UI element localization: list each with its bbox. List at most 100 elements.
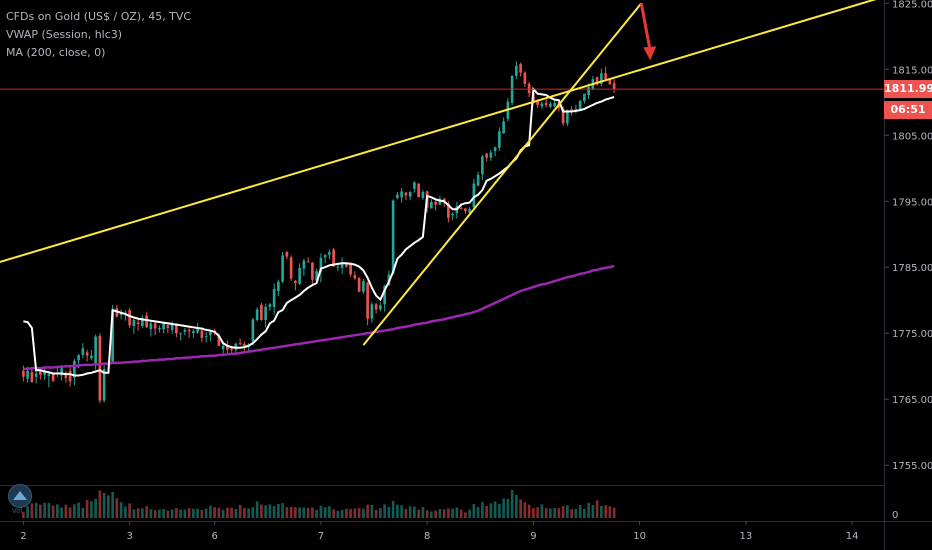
price-tick-label: 1795.00	[892, 197, 932, 208]
volume-bar	[94, 498, 97, 518]
volume-bar	[196, 508, 199, 518]
volume-bar	[578, 504, 582, 518]
volume-bar	[68, 507, 72, 518]
volume-bar	[332, 509, 335, 518]
candle	[311, 261, 314, 285]
volume-bar	[243, 507, 246, 518]
candle	[417, 183, 420, 198]
volume-bar	[328, 506, 331, 518]
candle	[68, 367, 72, 387]
candle	[464, 207, 467, 214]
candle-body	[277, 281, 280, 291]
candle	[260, 302, 263, 321]
candle-body	[608, 79, 612, 85]
volume-bar	[600, 505, 603, 518]
candle-body	[285, 252, 289, 257]
volume-bar	[162, 509, 165, 518]
candle-body	[22, 370, 25, 377]
candle	[328, 249, 331, 260]
price-axis: 1825.00 1815.00 1805.00 1795.00 1785.00 1775.…	[884, 0, 932, 472]
volume-bar	[536, 507, 539, 518]
candle-body	[268, 304, 272, 307]
candle-body	[540, 103, 544, 107]
volume-bar	[421, 507, 425, 518]
candle	[166, 323, 170, 334]
volume-bar	[145, 506, 148, 518]
candle	[400, 188, 403, 203]
candle-body	[255, 309, 259, 321]
volume-icon[interactable]	[8, 484, 32, 508]
time-tick-label: 8	[424, 531, 430, 542]
candle	[404, 192, 408, 200]
upper-trendline	[0, 0, 877, 263]
volume-bar	[400, 505, 403, 518]
candle	[73, 358, 76, 386]
candle-body	[383, 285, 386, 305]
candle-body	[553, 102, 556, 107]
volume-bar	[583, 508, 586, 518]
candle-body	[102, 368, 106, 401]
candle-body	[179, 333, 182, 335]
volume-bar	[464, 512, 467, 518]
candle	[434, 199, 437, 211]
candle	[102, 363, 106, 403]
candle	[332, 248, 335, 267]
volume-label: Vol	[12, 507, 23, 515]
candle-body	[162, 323, 165, 330]
volume-bar	[430, 511, 433, 518]
volume-bar	[302, 507, 306, 518]
candle-body	[561, 108, 565, 124]
volume-bar	[306, 507, 310, 518]
volume-bar	[379, 508, 382, 518]
volume-bar	[404, 509, 408, 518]
candle-body	[68, 370, 72, 382]
volume-bar	[455, 507, 459, 518]
price-tick-label: 1815.00	[892, 65, 932, 76]
candle-body	[349, 264, 352, 275]
volume-bar	[357, 508, 361, 518]
candle	[608, 79, 612, 85]
candlesticks	[22, 61, 616, 404]
candle-body	[136, 322, 140, 324]
ma-line	[23, 264, 615, 371]
candle-body	[549, 103, 552, 107]
candle-body	[374, 304, 378, 310]
volume-bar	[540, 504, 544, 518]
ma-legend[interactable]: MA (200, close, 0)	[6, 46, 106, 59]
candle-body	[281, 255, 284, 282]
candle-body	[485, 153, 488, 158]
candle-body	[612, 83, 616, 90]
symbol-title[interactable]: CFDs on Gold (US$ / OZ), 45, TVC	[6, 10, 192, 23]
volume-bar	[56, 504, 59, 518]
time-tick-label: 7	[318, 531, 324, 542]
candle-body	[298, 267, 301, 284]
candle-body	[566, 110, 569, 124]
vwap-legend[interactable]: VWAP (Session, hlc3)	[6, 28, 123, 41]
candle-body	[149, 323, 153, 330]
volume-bar	[209, 505, 212, 518]
candle-body	[306, 261, 310, 263]
candle	[47, 372, 51, 388]
time-tick-label: 3	[126, 531, 132, 542]
volume-bar	[200, 509, 204, 518]
candle-body	[158, 327, 161, 330]
volume-bar	[64, 504, 68, 518]
candle-body	[73, 360, 76, 378]
volume-bar	[204, 508, 208, 518]
volume-bar	[574, 509, 578, 518]
volume-bar	[408, 506, 412, 518]
candle-body	[430, 201, 433, 209]
candle-body	[132, 320, 136, 326]
volume-bar	[268, 504, 272, 518]
candle-body	[472, 183, 476, 208]
candle-body	[345, 263, 348, 267]
candle-body	[489, 152, 493, 158]
candle-body	[196, 327, 199, 333]
time-tick-label: 13	[740, 531, 753, 542]
candle-body	[323, 254, 327, 258]
volume-bar	[417, 509, 420, 518]
candle-body	[400, 191, 403, 198]
candle	[476, 171, 480, 187]
candle-body	[311, 262, 314, 280]
